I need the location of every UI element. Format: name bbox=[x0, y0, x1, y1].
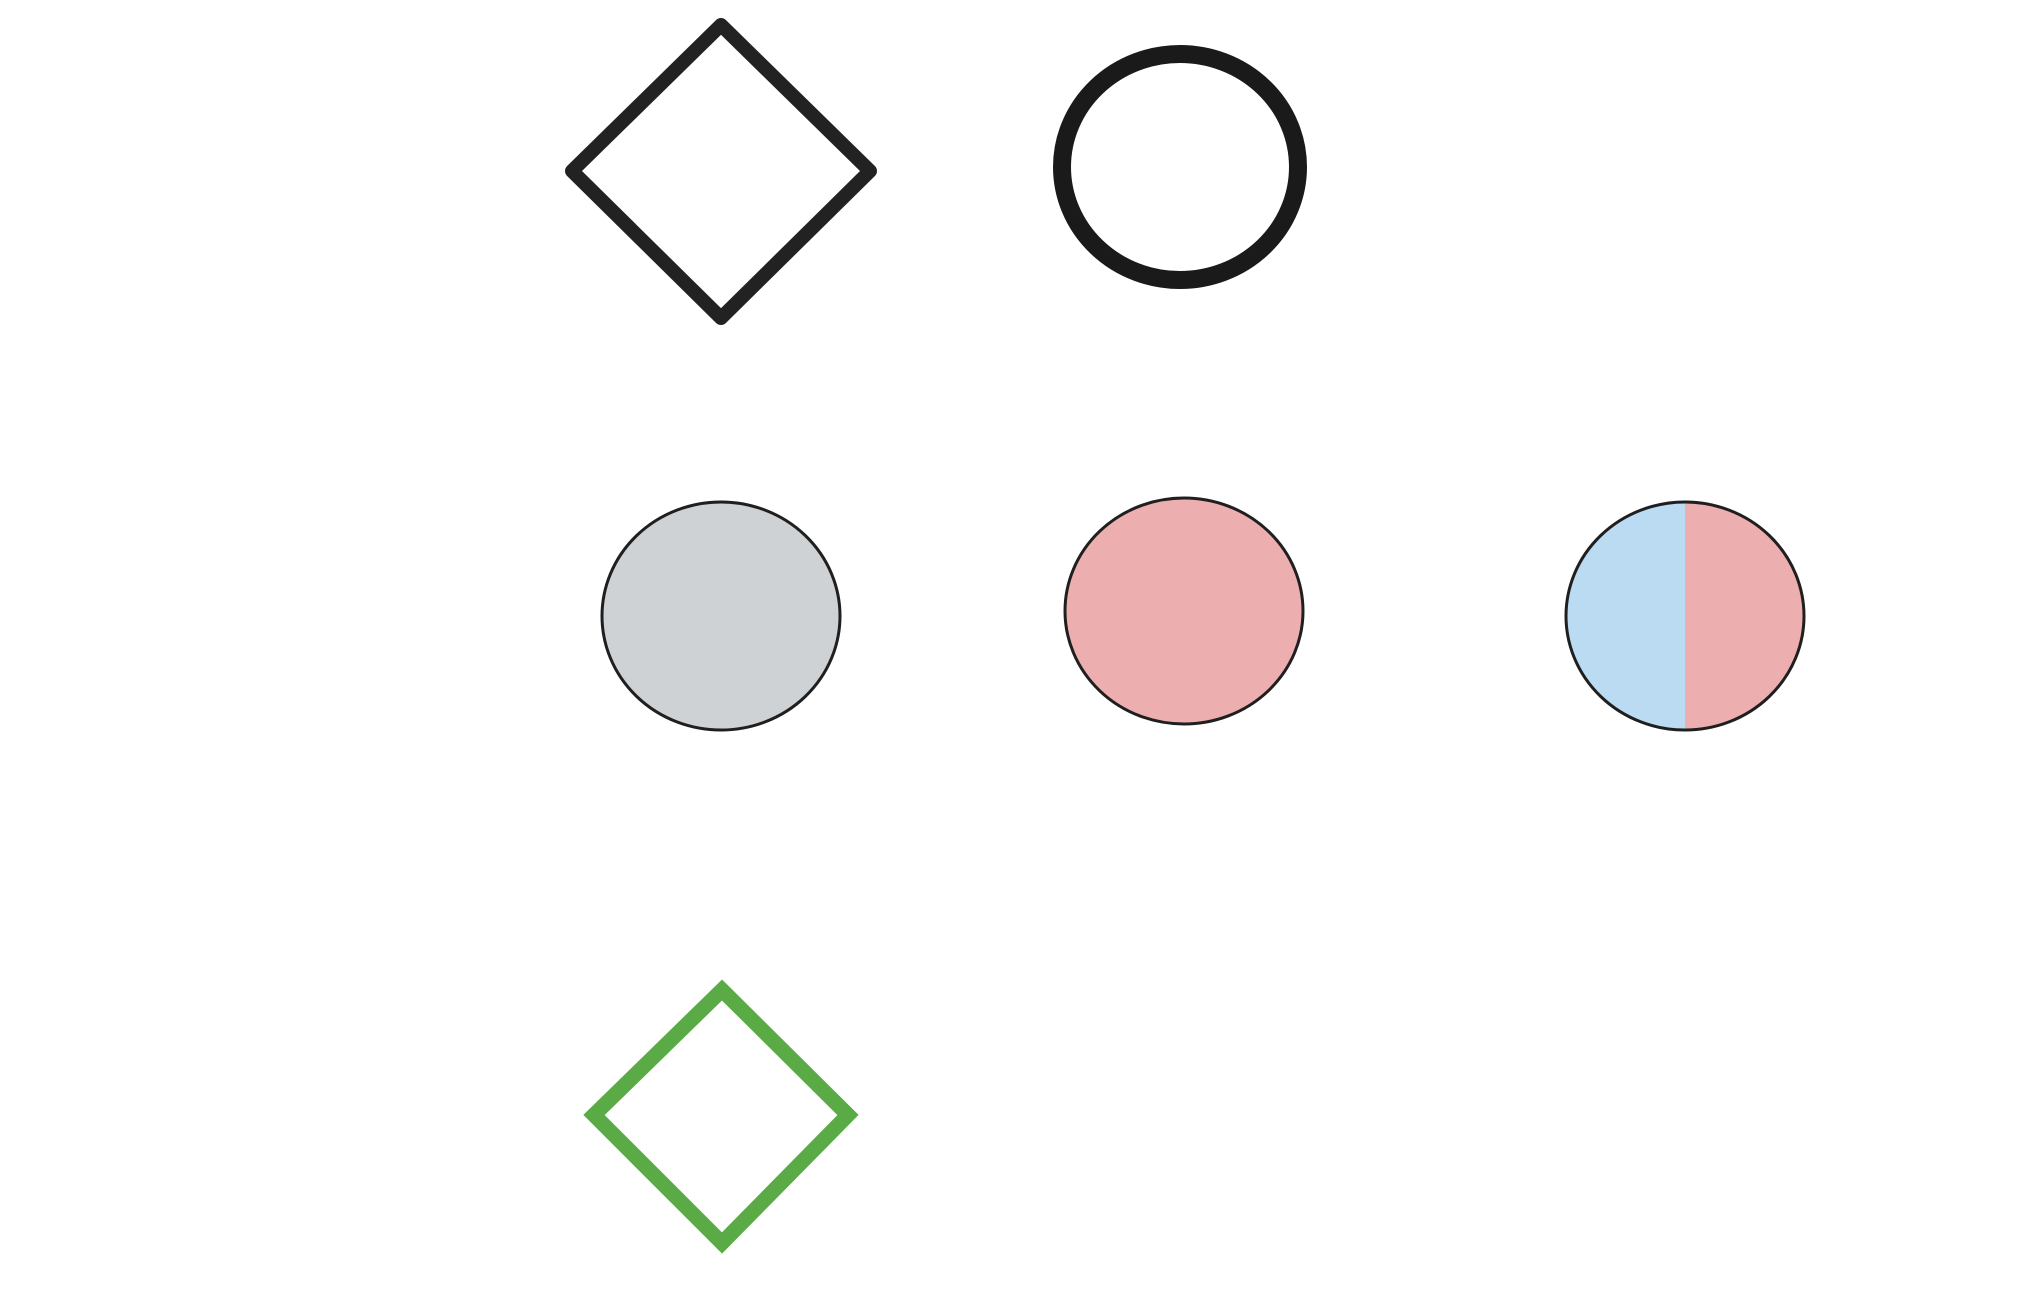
filled-circle-pink-icon bbox=[1063, 496, 1305, 726]
diamond-outline-icon bbox=[565, 18, 877, 325]
half-filled-circle-icon bbox=[1564, 500, 1806, 732]
diamond-outline-green-icon bbox=[583, 979, 859, 1254]
circle-outline-icon bbox=[1053, 45, 1307, 289]
half-circle-outline bbox=[1564, 500, 1806, 732]
filled-circle-gray-icon bbox=[600, 500, 842, 732]
